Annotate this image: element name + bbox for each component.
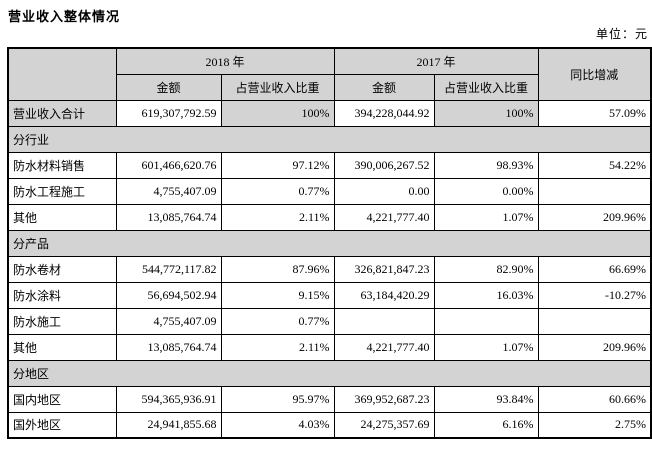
table-row: 其他 13,085,764.74 2.11% 4,221,777.40 1.07… bbox=[7, 203, 652, 231]
cell-2017-ratio: 93.84% bbox=[433, 385, 539, 413]
cell-2017-amount: 369,952,687.23 bbox=[333, 385, 435, 413]
table-row: 防水材料销售 601,466,620.76 97.12% 390,006,267… bbox=[7, 151, 652, 179]
cell-2018-amount: 619,307,792.59 bbox=[115, 99, 222, 127]
table-row: 国外地区 24,941,855.68 4.03% 24,275,357.69 6… bbox=[7, 411, 652, 439]
cell-yoy bbox=[537, 307, 652, 335]
table-row: 国内地区 594,365,936.91 95.97% 369,952,687.2… bbox=[7, 385, 652, 413]
cell-2018-ratio: 97.12% bbox=[220, 151, 335, 179]
header-amount-2018: 金额 bbox=[115, 73, 222, 101]
row-label: 营业收入合计 bbox=[7, 99, 117, 127]
section-row: 分行业 bbox=[7, 125, 652, 153]
section-row: 分地区 bbox=[7, 359, 652, 387]
cell-2018-ratio: 100% bbox=[220, 99, 335, 127]
cell-yoy: 60.66% bbox=[537, 385, 652, 413]
row-label: 防水卷材 bbox=[7, 255, 117, 283]
cell-2017-amount bbox=[333, 307, 435, 335]
cell-2018-ratio: 2.11% bbox=[220, 203, 335, 231]
section-row-label: 分行业 bbox=[7, 125, 652, 153]
cell-yoy: 209.96% bbox=[537, 203, 652, 231]
cell-2017-amount: 4,221,777.40 bbox=[333, 203, 435, 231]
cell-2018-amount: 13,085,764.74 bbox=[115, 333, 222, 361]
cell-2018-amount: 56,694,502.94 bbox=[115, 281, 222, 309]
cell-2017-ratio: 82.90% bbox=[433, 255, 539, 283]
header-yoy: 同比增减 bbox=[537, 47, 652, 101]
cell-2017-amount: 394,228,044.92 bbox=[333, 99, 435, 127]
cell-2017-amount: 390,006,267.52 bbox=[333, 151, 435, 179]
table-row: 防水卷材 544,772,117.82 87.96% 326,821,847.2… bbox=[7, 255, 652, 283]
cell-2018-amount: 4,755,407.09 bbox=[115, 177, 222, 205]
row-label: 其他 bbox=[7, 333, 117, 361]
cell-yoy bbox=[537, 177, 652, 205]
cell-2018-ratio: 9.15% bbox=[220, 281, 335, 309]
cell-2017-amount: 4,221,777.40 bbox=[333, 333, 435, 361]
cell-yoy: 2.75% bbox=[537, 411, 652, 439]
cell-2018-ratio: 0.77% bbox=[220, 177, 335, 205]
row-label: 防水材料销售 bbox=[7, 151, 117, 179]
header-row-years: 2018 年 2017 年 同比增减 bbox=[7, 47, 652, 101]
header-amount-2017: 金额 bbox=[333, 73, 435, 101]
row-label: 防水施工 bbox=[7, 307, 117, 335]
cell-2018-ratio: 0.77% bbox=[220, 307, 335, 335]
cell-2017-ratio: 6.16% bbox=[433, 411, 539, 439]
cell-2018-amount: 24,941,855.68 bbox=[115, 411, 222, 439]
row-label: 防水工程施工 bbox=[7, 177, 117, 205]
cell-2018-ratio: 4.03% bbox=[220, 411, 335, 439]
table-row: 防水工程施工 4,755,407.09 0.77% 0.00 0.00% bbox=[7, 177, 652, 205]
header-year-2017: 2017 年 bbox=[333, 47, 539, 75]
revenue-table: 2018 年 2017 年 同比增减 金额 占营业收入比重 金额 占营业收入比重… bbox=[7, 47, 652, 439]
cell-yoy: 66.69% bbox=[537, 255, 652, 283]
table-row: 防水施工 4,755,407.09 0.77% bbox=[7, 307, 652, 335]
unit-label: 单位：元 bbox=[595, 27, 648, 41]
cell-2017-ratio: 1.07% bbox=[433, 203, 539, 231]
row-label: 其他 bbox=[7, 203, 117, 231]
cell-2017-ratio: 16.03% bbox=[433, 281, 539, 309]
cell-yoy: 54.22% bbox=[537, 151, 652, 179]
cell-2018-ratio: 2.11% bbox=[220, 333, 335, 361]
cell-2018-amount: 4,755,407.09 bbox=[115, 307, 222, 335]
header-ratio-2017: 占营业收入比重 bbox=[433, 73, 539, 101]
table-row-total: 营业收入合计 619,307,792.59 100% 394,228,044.9… bbox=[7, 99, 652, 127]
section-row-label: 分地区 bbox=[7, 359, 652, 387]
cell-2017-amount: 24,275,357.69 bbox=[333, 411, 435, 439]
cell-2018-amount: 13,085,764.74 bbox=[115, 203, 222, 231]
cell-2017-ratio: 100% bbox=[433, 99, 539, 127]
table-row: 其他 13,085,764.74 2.11% 4,221,777.40 1.07… bbox=[7, 333, 652, 361]
row-label: 国内地区 bbox=[7, 385, 117, 413]
section-row-label: 分产品 bbox=[7, 229, 652, 257]
cell-2018-amount: 594,365,936.91 bbox=[115, 385, 222, 413]
row-label: 防水涂料 bbox=[7, 281, 117, 309]
cell-2017-amount: 326,821,847.23 bbox=[333, 255, 435, 283]
cell-2018-amount: 544,772,117.82 bbox=[115, 255, 222, 283]
page-title: 营业收入整体情况 bbox=[8, 9, 121, 24]
cell-yoy: 209.96% bbox=[537, 333, 652, 361]
table-row: 防水涂料 56,694,502.94 9.15% 63,184,420.29 1… bbox=[7, 281, 652, 309]
cell-2017-amount: 63,184,420.29 bbox=[333, 281, 435, 309]
section-row: 分产品 bbox=[7, 229, 652, 257]
cell-2018-amount: 601,466,620.76 bbox=[115, 151, 222, 179]
cell-2017-ratio: 0.00% bbox=[433, 177, 539, 205]
cell-2018-ratio: 87.96% bbox=[220, 255, 335, 283]
cell-yoy: -10.27% bbox=[537, 281, 652, 309]
cell-2017-ratio: 98.93% bbox=[433, 151, 539, 179]
header-year-2018: 2018 年 bbox=[115, 47, 335, 75]
cell-2018-ratio: 95.97% bbox=[220, 385, 335, 413]
cell-2017-ratio bbox=[433, 307, 539, 335]
header-empty-cell bbox=[7, 47, 117, 101]
cell-2017-amount: 0.00 bbox=[333, 177, 435, 205]
cell-yoy: 57.09% bbox=[537, 99, 652, 127]
header-ratio-2018: 占营业收入比重 bbox=[220, 73, 335, 101]
cell-2017-ratio: 1.07% bbox=[433, 333, 539, 361]
row-label: 国外地区 bbox=[7, 411, 117, 439]
header-row-metrics: 金额 占营业收入比重 金额 占营业收入比重 bbox=[8, 73, 651, 101]
